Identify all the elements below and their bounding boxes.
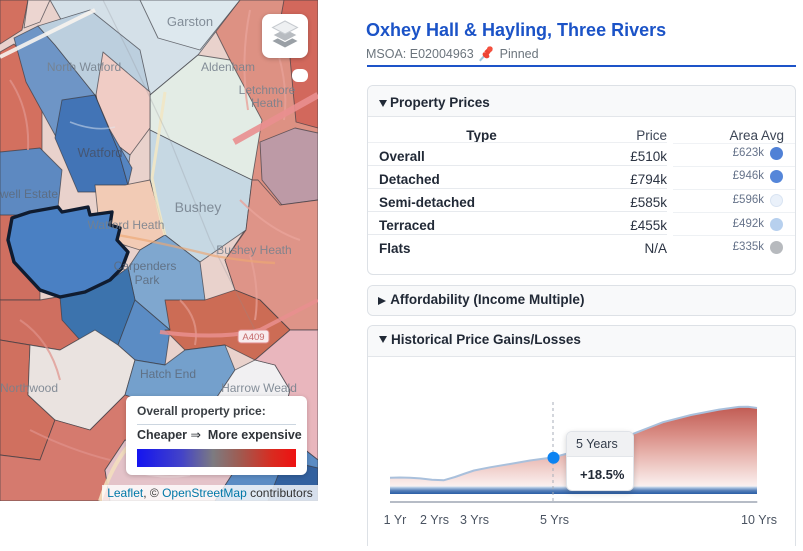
- svg-text:Northwood: Northwood: [0, 381, 58, 395]
- svg-text:Letchmore: Letchmore: [239, 83, 296, 97]
- svg-text:Bushey Heath: Bushey Heath: [216, 243, 291, 257]
- svg-text:Aldenham: Aldenham: [201, 60, 255, 74]
- svg-text:Heath: Heath: [251, 96, 283, 110]
- svg-text:A409: A409: [242, 332, 264, 343]
- svg-text:Garston: Garston: [167, 14, 213, 29]
- svg-text:well Estate: well Estate: [0, 187, 58, 201]
- svg-text:North Watford: North Watford: [47, 60, 121, 74]
- svg-text:Bushey: Bushey: [175, 199, 222, 215]
- svg-text:Park: Park: [135, 273, 161, 287]
- svg-text:Harrow Weald: Harrow Weald: [221, 381, 297, 395]
- svg-text:Carpenders: Carpenders: [114, 259, 177, 273]
- svg-text:Hatch End: Hatch End: [140, 367, 196, 381]
- svg-text:Watford Heath: Watford Heath: [88, 218, 165, 232]
- svg-text:Watford: Watford: [77, 145, 122, 160]
